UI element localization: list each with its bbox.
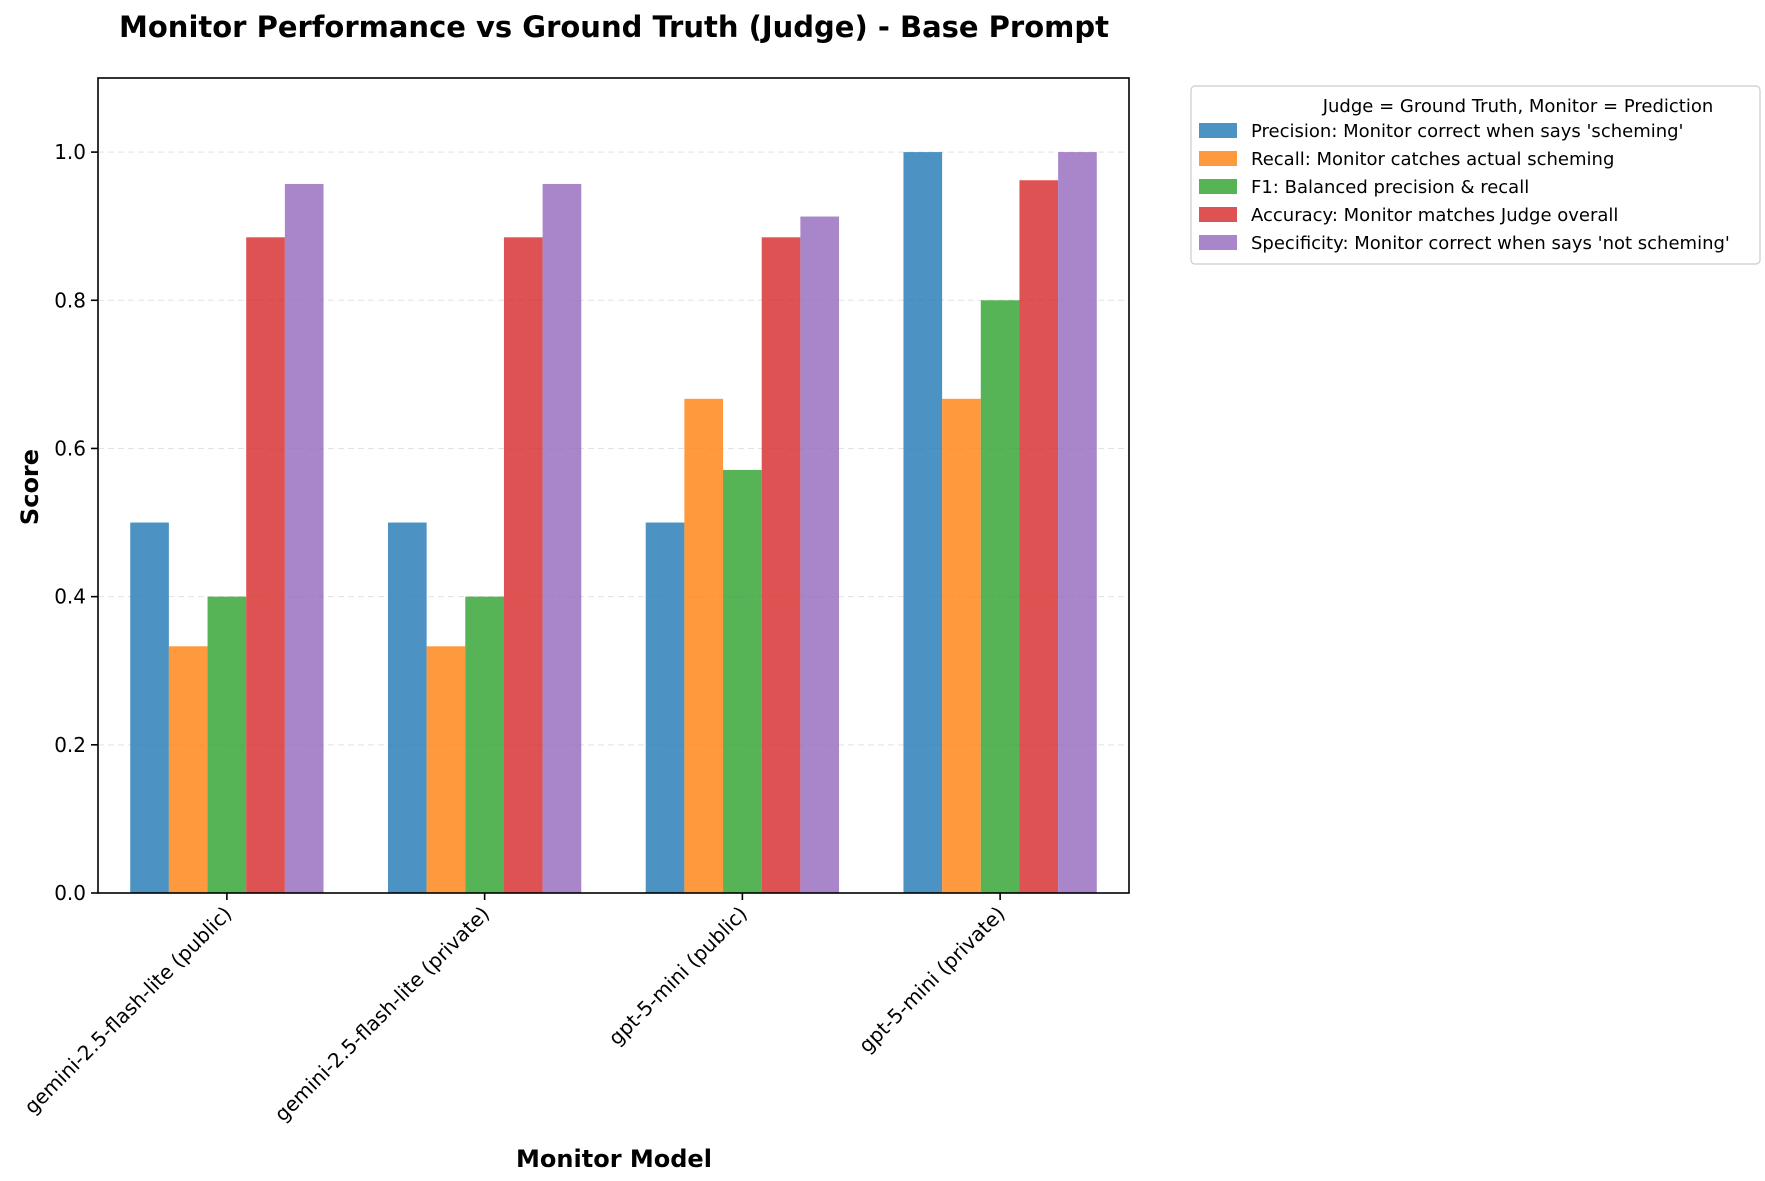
bar-series-3-cat-2 bbox=[761, 237, 801, 893]
bar-series-3-cat-3 bbox=[1019, 180, 1059, 893]
bar-series-0-cat-2 bbox=[645, 522, 685, 893]
plot-area-frame bbox=[97, 77, 1130, 894]
legend-title: Judge = Ground Truth, Monitor = Predicti… bbox=[1322, 96, 1714, 117]
y-tick-label: 0.0 bbox=[54, 881, 86, 905]
bar-series-1-cat-0 bbox=[168, 646, 208, 893]
bar-series-1-cat-3 bbox=[942, 398, 981, 893]
y-tick-label: 0.4 bbox=[54, 585, 86, 609]
bar-series-2-cat-0 bbox=[207, 596, 247, 893]
y-tick-label: 0.6 bbox=[54, 436, 86, 460]
bar-series-2-cat-1 bbox=[465, 596, 504, 893]
legend-frame bbox=[1190, 85, 1761, 265]
y-tick-label: 1.0 bbox=[54, 140, 86, 164]
bar-series-0-cat-1 bbox=[387, 522, 427, 893]
x-tick-label: gpt-5-mini (private) bbox=[854, 902, 1010, 1058]
bar-series-1-cat-1 bbox=[426, 646, 466, 893]
legend: Judge = Ground Truth, Monitor = Predicti… bbox=[1190, 85, 1761, 265]
bar-series-3-cat-1 bbox=[503, 237, 543, 893]
legend-swatch bbox=[1199, 179, 1237, 194]
legend-label: Specificity: Monitor correct when says '… bbox=[1251, 233, 1730, 254]
bar-series-4-cat-0 bbox=[284, 183, 324, 893]
bar-series-1-cat-2 bbox=[684, 398, 724, 893]
x-axis-label: Monitor Model bbox=[516, 1145, 712, 1173]
legend-swatch bbox=[1199, 235, 1237, 250]
y-axis-label: Score bbox=[16, 449, 44, 525]
y-tick-label: 0.8 bbox=[54, 288, 86, 312]
bar-series-4-cat-2 bbox=[800, 216, 840, 894]
legend-items: Precision: Monitor correct when says 'sc… bbox=[1199, 121, 1730, 254]
x-tick-label: gemini-2.5-flash-lite (public) bbox=[19, 902, 236, 1119]
legend-label: Recall: Monitor catches actual scheming bbox=[1251, 149, 1614, 170]
legend-label: Accuracy: Monitor matches Judge overall bbox=[1251, 205, 1618, 226]
legend-swatch bbox=[1199, 207, 1237, 222]
chart-title: Monitor Performance vs Ground Truth (Jud… bbox=[119, 10, 1109, 44]
x-tick-label: gpt-5-mini (public) bbox=[604, 902, 752, 1050]
bar-series-2-cat-3 bbox=[980, 300, 1020, 894]
bar-series-0-cat-3 bbox=[903, 152, 943, 893]
legend-label: F1: Balanced precision & recall bbox=[1251, 177, 1529, 198]
legend-label: Precision: Monitor correct when says 'sc… bbox=[1251, 121, 1684, 142]
bar-series-0-cat-0 bbox=[130, 522, 169, 893]
bar-series-4-cat-3 bbox=[1058, 152, 1097, 893]
bar-series-2-cat-2 bbox=[723, 469, 762, 893]
bar-series-4-cat-1 bbox=[542, 183, 582, 893]
x-axis-ticks: gemini-2.5-flash-lite (public) gemini-2.5… bbox=[19, 893, 1010, 1127]
y-axis-ticks: 0.0 0.2 0.4 0.6 0.8 1.0 bbox=[54, 140, 98, 905]
y-tick-label: 0.2 bbox=[54, 733, 86, 757]
bar-series-3-cat-0 bbox=[246, 237, 285, 893]
bars bbox=[130, 152, 1097, 894]
legend-swatch bbox=[1199, 151, 1237, 166]
x-tick-label: gemini-2.5-flash-lite (private) bbox=[270, 902, 495, 1127]
legend-swatch bbox=[1199, 123, 1237, 138]
